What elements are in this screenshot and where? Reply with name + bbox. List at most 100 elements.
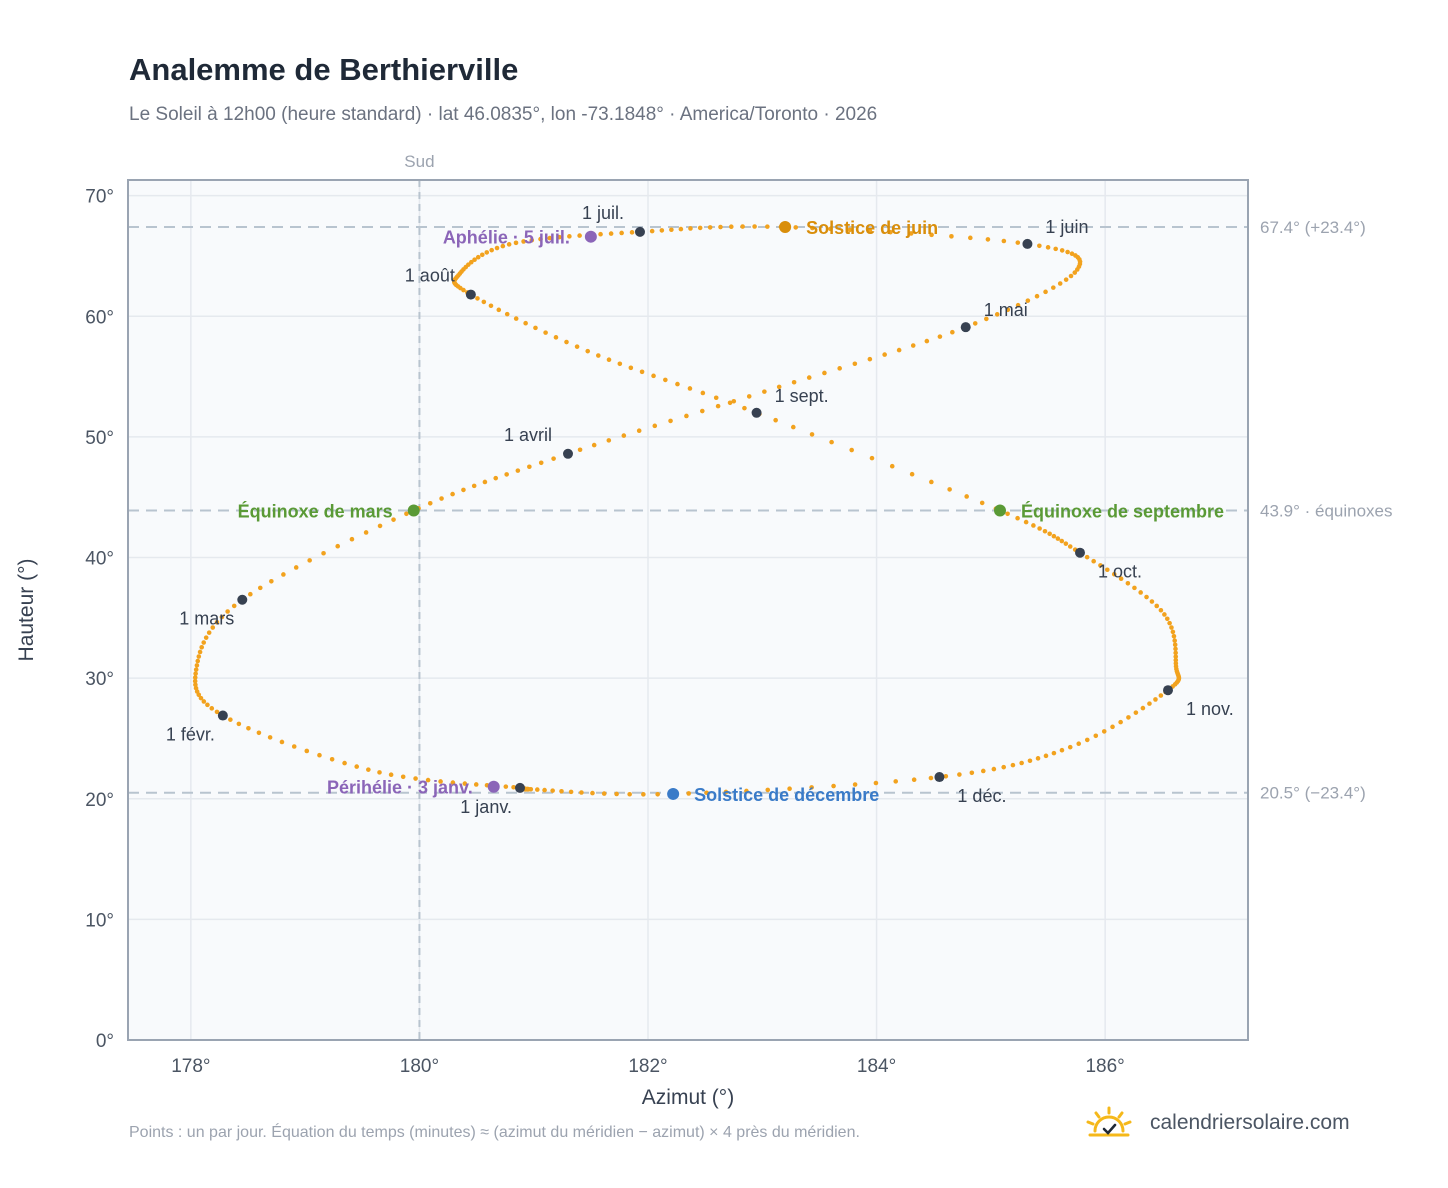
daily-sun-point: [1031, 523, 1036, 528]
daily-sun-point: [636, 428, 642, 434]
daily-sun-point: [450, 780, 456, 785]
daily-sun-point: [1147, 701, 1152, 706]
daily-sun-point: [652, 423, 658, 429]
daily-sun-point: [1173, 654, 1179, 659]
daily-sun-point: [1015, 302, 1021, 308]
daily-sun-point: [1068, 273, 1074, 279]
daily-sun-point: [564, 339, 569, 345]
daily-sun-point: [210, 625, 216, 630]
daily-sun-point: [1076, 741, 1082, 747]
daily-sun-point: [527, 464, 532, 470]
event-label: Équinoxe de septembre: [1021, 500, 1224, 521]
reference-line-label: 20.5° (−23.4°): [1260, 784, 1366, 803]
daily-sun-point: [867, 228, 873, 234]
daily-sun-point: [461, 287, 466, 293]
daily-sun-point: [1164, 616, 1170, 622]
daily-sun-point: [256, 730, 262, 736]
daily-sun-point: [707, 225, 713, 230]
daily-sun-point: [1073, 253, 1078, 258]
daily-sun-point: [1059, 747, 1065, 753]
daily-sun-point: [991, 766, 997, 772]
month-marker: [960, 322, 971, 333]
daily-sun-point: [678, 226, 684, 232]
daily-sun-point: [493, 475, 499, 481]
daily-sun-point: [765, 224, 770, 229]
daily-sun-point: [1069, 251, 1075, 257]
daily-sun-point: [699, 408, 705, 414]
daily-sun-point: [1037, 526, 1042, 531]
y-tick-label: 70°: [85, 187, 114, 208]
daily-sun-point: [1118, 719, 1123, 725]
event-label: Périhélie · 3 janv.: [327, 778, 473, 798]
daily-sun-point: [1019, 760, 1024, 766]
daily-sun-point: [1125, 580, 1131, 586]
daily-sun-point: [596, 353, 601, 358]
daily-sun-point: [574, 344, 580, 349]
daily-sun-point: [267, 735, 273, 740]
month-marker-label: 1 oct.: [1098, 562, 1142, 582]
daily-sun-point: [1072, 270, 1078, 275]
daily-sun-point: [598, 231, 603, 237]
daily-sun-point: [968, 235, 973, 241]
month-marker: [1075, 547, 1085, 558]
daily-sun-point: [591, 442, 597, 448]
daily-sun-point: [606, 438, 612, 443]
month-marker-label: 1 févr.: [166, 725, 215, 745]
daily-sun-point: [972, 321, 978, 326]
daily-sun-point: [450, 491, 455, 497]
x-tick-label: 182°: [628, 1056, 667, 1077]
daily-sun-point: [559, 788, 564, 794]
daily-sun-point: [1098, 563, 1103, 568]
daily-sun-point: [1043, 289, 1048, 295]
daily-sun-point: [1035, 756, 1041, 761]
daily-sun-point: [888, 229, 893, 235]
daily-sun-point: [655, 791, 660, 797]
daily-sun-point: [980, 768, 986, 774]
daily-sun-point: [366, 767, 371, 772]
daily-sun-point: [535, 787, 540, 792]
daily-sun-point: [847, 227, 853, 233]
daily-sun-point: [1051, 285, 1056, 290]
daily-sun-point: [489, 247, 494, 253]
daily-sun-point: [547, 235, 553, 241]
daily-sun-point: [1167, 620, 1172, 626]
daily-sun-point: [567, 234, 572, 239]
x-axis-title: Azimut (°): [642, 1086, 734, 1109]
daily-sun-point: [404, 511, 409, 517]
daily-sun-point: [236, 721, 242, 727]
daily-sun-point: [1034, 293, 1040, 299]
daily-sun-point: [335, 543, 341, 549]
month-marker: [751, 407, 762, 418]
daily-sun-point: [687, 386, 693, 391]
daily-sun-point: [617, 361, 623, 367]
daily-sun-point: [1015, 240, 1021, 245]
daily-sun-point: [1171, 633, 1177, 639]
daily-sun-point: [472, 257, 477, 263]
daily-sun-point: [1059, 248, 1065, 253]
daily-sun-point: [577, 233, 582, 238]
daily-sun-point: [1001, 238, 1007, 244]
event-marker: [487, 780, 500, 793]
daily-sun-point: [1047, 531, 1052, 537]
daily-sun-point: [590, 790, 595, 796]
brand[interactable]: calendriersolaire.com: [1082, 1100, 1350, 1146]
daily-sun-point: [776, 384, 782, 390]
daily-sun-point: [728, 224, 734, 230]
month-marker: [237, 594, 248, 605]
month-marker: [563, 448, 573, 459]
daily-sun-point: [957, 772, 962, 777]
daily-sun-point: [193, 667, 199, 672]
daily-sun-point: [809, 785, 814, 790]
daily-sun-point: [964, 494, 969, 499]
daily-sun-point: [291, 744, 297, 749]
event-marker: [779, 221, 792, 234]
month-marker: [515, 782, 525, 793]
daily-sun-point: [500, 243, 506, 249]
daily-sun-point: [515, 468, 521, 473]
daily-sun-point: [639, 369, 645, 375]
daily-sun-point: [793, 225, 799, 230]
reference-line-label: 43.9° · équinoxes: [1260, 501, 1393, 520]
daily-sun-point: [663, 377, 668, 383]
daily-sun-point: [929, 232, 934, 238]
daily-sun-point: [1118, 576, 1124, 582]
